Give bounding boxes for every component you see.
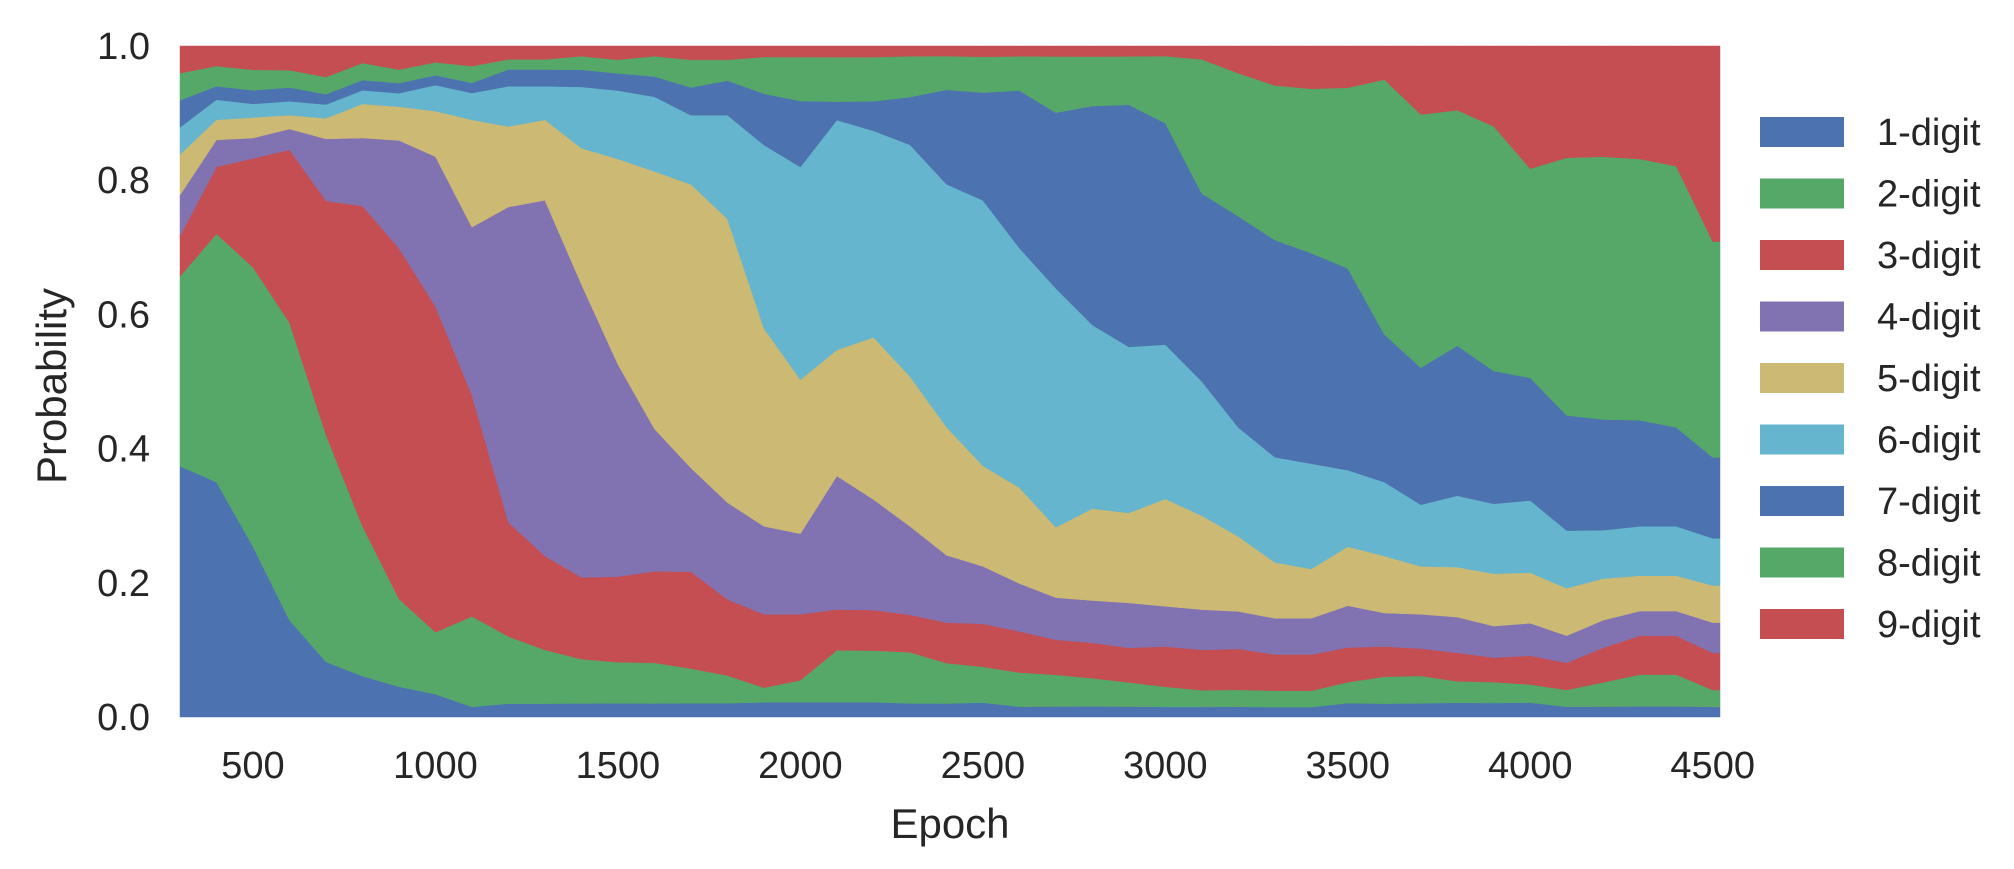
legend-label: 3-digit [1877,235,1981,277]
x-axis-label: Epoch [890,800,1009,847]
legend-label: 9-digit [1877,604,1981,646]
x-axis-ticks: 500 1000 1500 2000 2500 3000 3500 4000 4500 [221,745,1755,787]
legend-label: 2-digit [1877,174,1981,216]
x-tick-label: 4500 [1670,745,1755,787]
y-axis-label: Probability [28,288,75,484]
y-tick-label: 0.6 [97,294,150,336]
legend-label: 1-digit [1877,112,1981,154]
legend-swatch [1760,609,1844,639]
legend-swatch [1760,547,1844,578]
legend-label: 5-digit [1877,358,1981,400]
legend-label: 7-digit [1877,481,1981,523]
legend-swatch [1760,301,1844,332]
x-tick-label: 3500 [1305,745,1390,787]
x-tick-label: 2500 [941,745,1026,787]
legend-swatch [1760,486,1844,516]
legend-swatch [1760,363,1844,393]
legend-swatch [1760,424,1844,455]
area-layers [179,45,1721,718]
x-tick-label: 2000 [758,745,843,787]
legend-swatch [1760,178,1844,209]
y-tick-label: 0.0 [97,697,150,739]
area-9-digit [179,45,1721,242]
legend-label: 6-digit [1877,420,1981,462]
x-tick-label: 1000 [393,745,478,787]
y-tick-label: 0.4 [97,429,150,471]
legend-swatch [1760,117,1844,147]
x-tick-label: 3000 [1123,745,1208,787]
legend-label: 8-digit [1877,543,1981,585]
y-axis-ticks: 0.0 0.2 0.4 0.6 0.8 1.0 [97,26,150,739]
legend: 1-digit 2-digit 3-digit 4-digit 5-digit 6-dig… [1760,112,1981,646]
legend-label: 4-digit [1877,297,1981,339]
x-tick-label: 4000 [1488,745,1573,787]
x-tick-label: 500 [221,745,284,787]
legend-swatch [1760,240,1844,270]
y-tick-label: 0.8 [97,160,150,202]
x-tick-label: 1500 [576,745,661,787]
y-tick-label: 0.2 [97,563,150,605]
y-tick-label: 1.0 [97,26,150,68]
